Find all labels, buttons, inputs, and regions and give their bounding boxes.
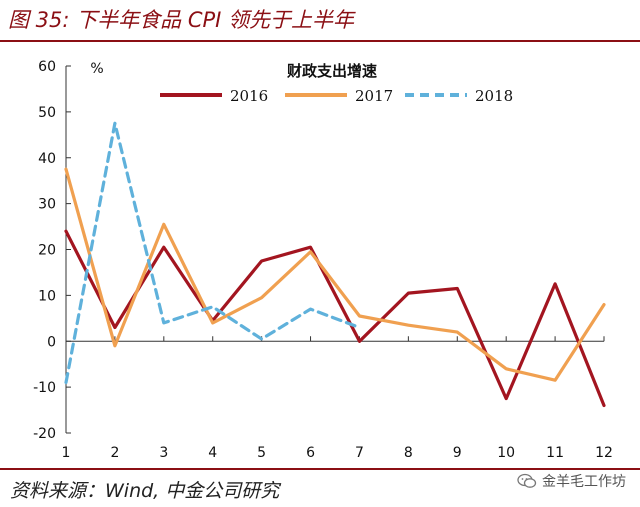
y-axis-unit-label: %: [90, 61, 103, 77]
footer-divider: [0, 468, 640, 470]
x-tick-label: 11: [546, 445, 564, 461]
y-tick-label: 20: [38, 243, 56, 259]
y-tick-label: 50: [38, 105, 56, 121]
legend-label-2018: 2018: [475, 87, 513, 105]
x-tick-label: 5: [257, 445, 266, 461]
x-tick-label: 12: [595, 445, 613, 461]
watermark: 金羊毛工作坊: [517, 471, 626, 491]
x-tick-label: 4: [208, 445, 217, 461]
x-tick-label: 6: [306, 445, 315, 461]
chart-title: 财政支出增速: [287, 62, 377, 80]
x-tick-label: 9: [453, 445, 462, 461]
x-tick-label: 3: [159, 445, 168, 461]
y-tick-label: 40: [38, 151, 56, 167]
figure-footer: 资料来源：Wind, 中金公司研究 金羊毛工作坊: [0, 468, 640, 507]
x-tick-label: 1: [62, 445, 71, 461]
y-tick-label: 0: [47, 334, 56, 350]
watermark-label: 金羊毛工作坊: [542, 474, 626, 490]
legend-label-2017: 2017: [355, 87, 393, 105]
series-line-2016: [64, 229, 606, 408]
x-tick-label: 7: [355, 445, 364, 461]
source-note: 资料来源：Wind, 中金公司研究: [10, 480, 280, 502]
figure-title: 图 35: 下半年食品 CPI 领先于上半年: [8, 8, 355, 32]
y-tick-label: 60: [38, 59, 56, 75]
y-tick-label: -20: [33, 426, 56, 442]
title-divider: [0, 40, 640, 42]
x-tick-label: 10: [497, 445, 515, 461]
wechat-icon: [517, 473, 537, 488]
series-line-2017: [64, 167, 606, 382]
y-tick-label: -10: [33, 380, 56, 396]
x-tick-label: 8: [404, 445, 413, 461]
y-tick-label: 30: [38, 197, 56, 213]
legend-label-2016: 2016: [230, 87, 268, 105]
series-line-2018: [64, 121, 362, 385]
y-tick-label: 10: [38, 288, 56, 304]
figure-header: 图 35: 下半年食品 CPI 领先于上半年: [0, 0, 640, 44]
x-tick-label: 2: [110, 445, 119, 461]
